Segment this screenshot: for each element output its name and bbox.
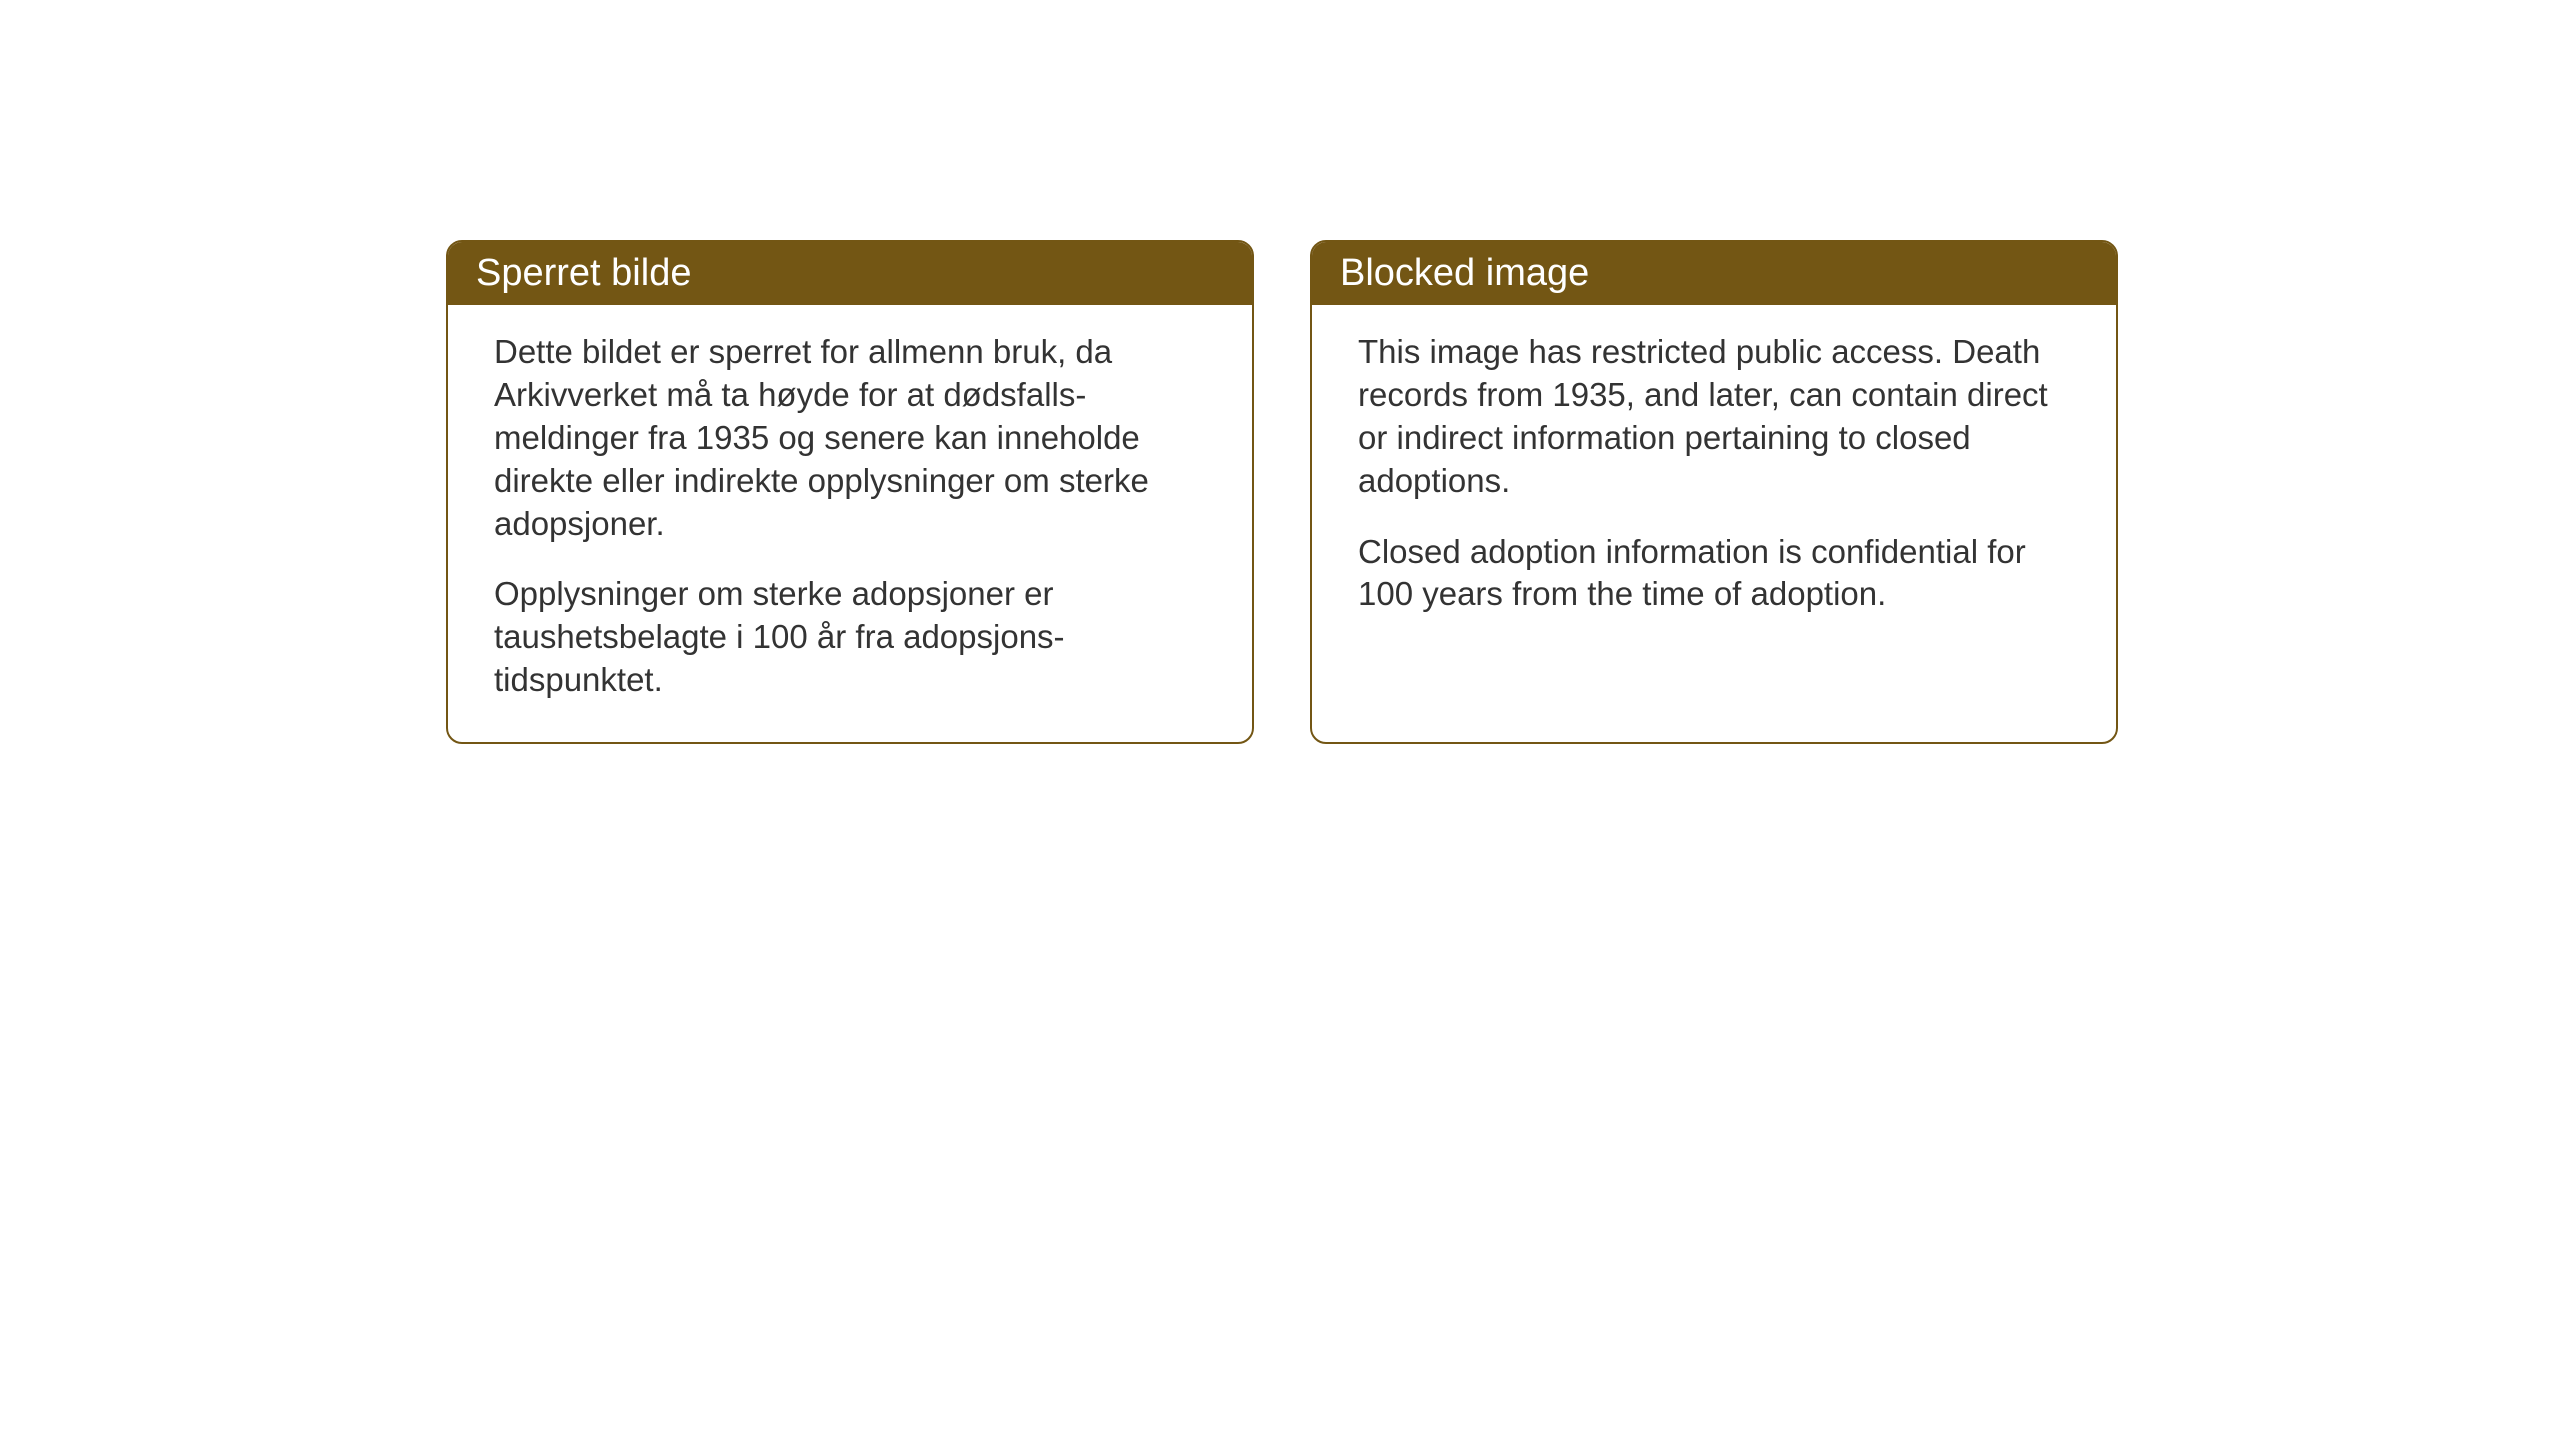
english-paragraph-1: This image has restricted public access.… <box>1358 331 2070 503</box>
english-card-body: This image has restricted public access.… <box>1312 305 2116 656</box>
english-card-header: Blocked image <box>1312 242 2116 305</box>
norwegian-card-title: Sperret bilde <box>476 252 691 294</box>
english-notice-card: Blocked image This image has restricted … <box>1310 240 2118 744</box>
notice-container: Sperret bilde Dette bildet er sperret fo… <box>0 0 2560 744</box>
norwegian-card-body: Dette bildet er sperret for allmenn bruk… <box>448 305 1252 742</box>
norwegian-paragraph-2: Opplysninger om sterke adopsjoner er tau… <box>494 573 1206 702</box>
norwegian-notice-card: Sperret bilde Dette bildet er sperret fo… <box>446 240 1254 744</box>
norwegian-paragraph-1: Dette bildet er sperret for allmenn bruk… <box>494 331 1206 545</box>
english-paragraph-2: Closed adoption information is confident… <box>1358 531 2070 617</box>
norwegian-card-header: Sperret bilde <box>448 242 1252 305</box>
english-card-title: Blocked image <box>1340 252 1589 294</box>
